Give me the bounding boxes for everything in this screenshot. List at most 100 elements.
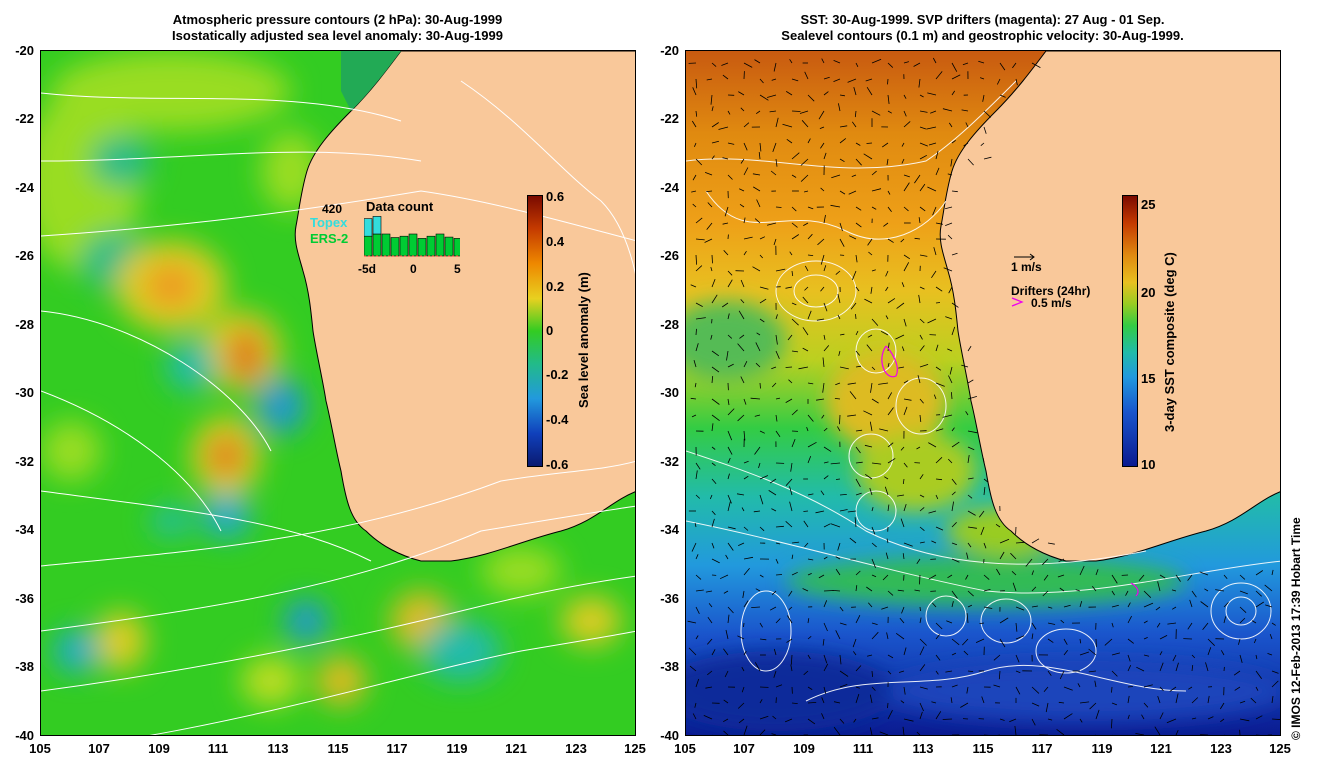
velocity-arrow [798, 366, 809, 370]
velocity-arrow [903, 380, 909, 384]
velocity-arrow [852, 270, 857, 280]
velocity-arrow [919, 318, 925, 324]
velocity-arrow [689, 665, 697, 672]
velocity-arrow [839, 94, 845, 97]
velocity-arrow [919, 474, 924, 480]
velocity-arrow [900, 446, 905, 451]
velocity-arrow [785, 478, 793, 486]
velocity-arrow [1127, 714, 1130, 720]
velocity-arrow [773, 670, 777, 678]
velocity-arrow [695, 494, 701, 499]
velocity-arrow [743, 250, 747, 256]
velocity-arrow [1159, 651, 1163, 656]
ers2-bar [435, 233, 445, 257]
velocity-arrow [982, 94, 985, 102]
velocity-arrow [928, 142, 937, 146]
velocity-arrow [1234, 686, 1241, 691]
velocity-arrow [942, 108, 953, 112]
velocity-arrow [1015, 686, 1021, 695]
velocity-arrow [789, 501, 793, 512]
velocity-arrow [710, 266, 713, 272]
velocity-arrow [951, 542, 958, 546]
velocity-arrow [871, 574, 877, 578]
velocity-arrow [935, 366, 942, 371]
velocity-arrow [867, 602, 873, 608]
velocity-arrow [807, 441, 817, 448]
velocity-arrow [750, 397, 761, 400]
velocity-arrow [839, 158, 845, 163]
velocity-arrow [1015, 622, 1018, 632]
velocity-arrow [1059, 587, 1065, 592]
velocity-arrow [933, 394, 937, 400]
velocity-arrow [919, 606, 921, 612]
velocity-arrow [737, 414, 745, 422]
velocity-arrow [980, 142, 985, 147]
velocity-arrow [951, 441, 960, 448]
velocity-arrow [919, 526, 925, 532]
velocity-arrow [752, 266, 761, 272]
velocity-arrow [821, 414, 825, 419]
velocity-arrow [1143, 702, 1149, 708]
velocity-arrow [723, 648, 729, 656]
velocity-arrow [935, 494, 939, 500]
velocity-arrow [775, 334, 778, 345]
velocity-arrow [951, 252, 958, 256]
velocity-arrow [1079, 718, 1083, 723]
velocity-arrow [791, 302, 797, 306]
velocity-arrow [1111, 574, 1118, 584]
velocity-arrow [743, 430, 746, 441]
velocity-arrow [695, 343, 699, 352]
velocity-arrow [759, 298, 767, 304]
velocity-arrow [1159, 686, 1164, 692]
right-title-line1: SST: 30-Aug-1999. SVP drifters (magenta)… [800, 12, 1165, 27]
right-lon-label: 115 [972, 741, 994, 756]
left-lon-label: 111 [207, 741, 229, 756]
velocity-arrow [871, 318, 879, 326]
velocity-arrow [823, 76, 830, 80]
velocity-arrow [855, 693, 860, 704]
right-lat-label: -20 [660, 43, 679, 58]
velocity-arrow [1172, 654, 1177, 662]
velocity-arrow [1031, 686, 1040, 694]
velocity-arrow [983, 110, 992, 118]
velocity-arrow [1047, 670, 1052, 676]
velocity-arrow [1271, 718, 1280, 720]
velocity-arrow [1215, 589, 1225, 592]
velocity-arrow [887, 238, 894, 243]
velocity-arrow [864, 444, 873, 448]
velocity-arrow [711, 478, 717, 485]
velocity-arrow [919, 711, 923, 720]
velocity-arrow [867, 238, 873, 246]
velocity-arrow [707, 670, 713, 676]
velocity-arrow [711, 62, 717, 67]
velocity-arrow [691, 542, 697, 552]
velocity-arrow [803, 222, 809, 226]
velocity-arrow [1089, 702, 1097, 710]
velocity-arrow [739, 188, 745, 192]
velocity-arrow [898, 366, 905, 369]
velocity-arrow [711, 350, 720, 357]
velocity-arrow [759, 430, 765, 434]
velocity-arrow [741, 507, 745, 512]
velocity-arrow [1255, 654, 1258, 660]
velocity-arrow [830, 462, 841, 465]
velocity-arrow [1031, 622, 1037, 630]
velocity-arrow [807, 455, 812, 464]
velocity-arrow [1191, 654, 1196, 659]
velocity-arrow [727, 398, 730, 406]
velocity-arrow [945, 316, 953, 320]
velocity-arrow [1204, 588, 1209, 592]
velocity-arrow [807, 414, 814, 422]
velocity-arrow [887, 94, 890, 104]
velocity-arrow [807, 94, 815, 102]
velocity-arrow [887, 670, 892, 675]
velocity-arrow [887, 407, 894, 416]
velocity-arrow [1079, 638, 1082, 644]
velocity-arrow [1011, 571, 1017, 576]
velocity-arrow [799, 110, 809, 114]
velocity-arrow [727, 526, 736, 530]
velocity-arrow [823, 556, 828, 560]
velocity-arrow [823, 461, 829, 464]
velocity-arrow [895, 632, 905, 640]
velocity-arrow [1094, 680, 1097, 688]
